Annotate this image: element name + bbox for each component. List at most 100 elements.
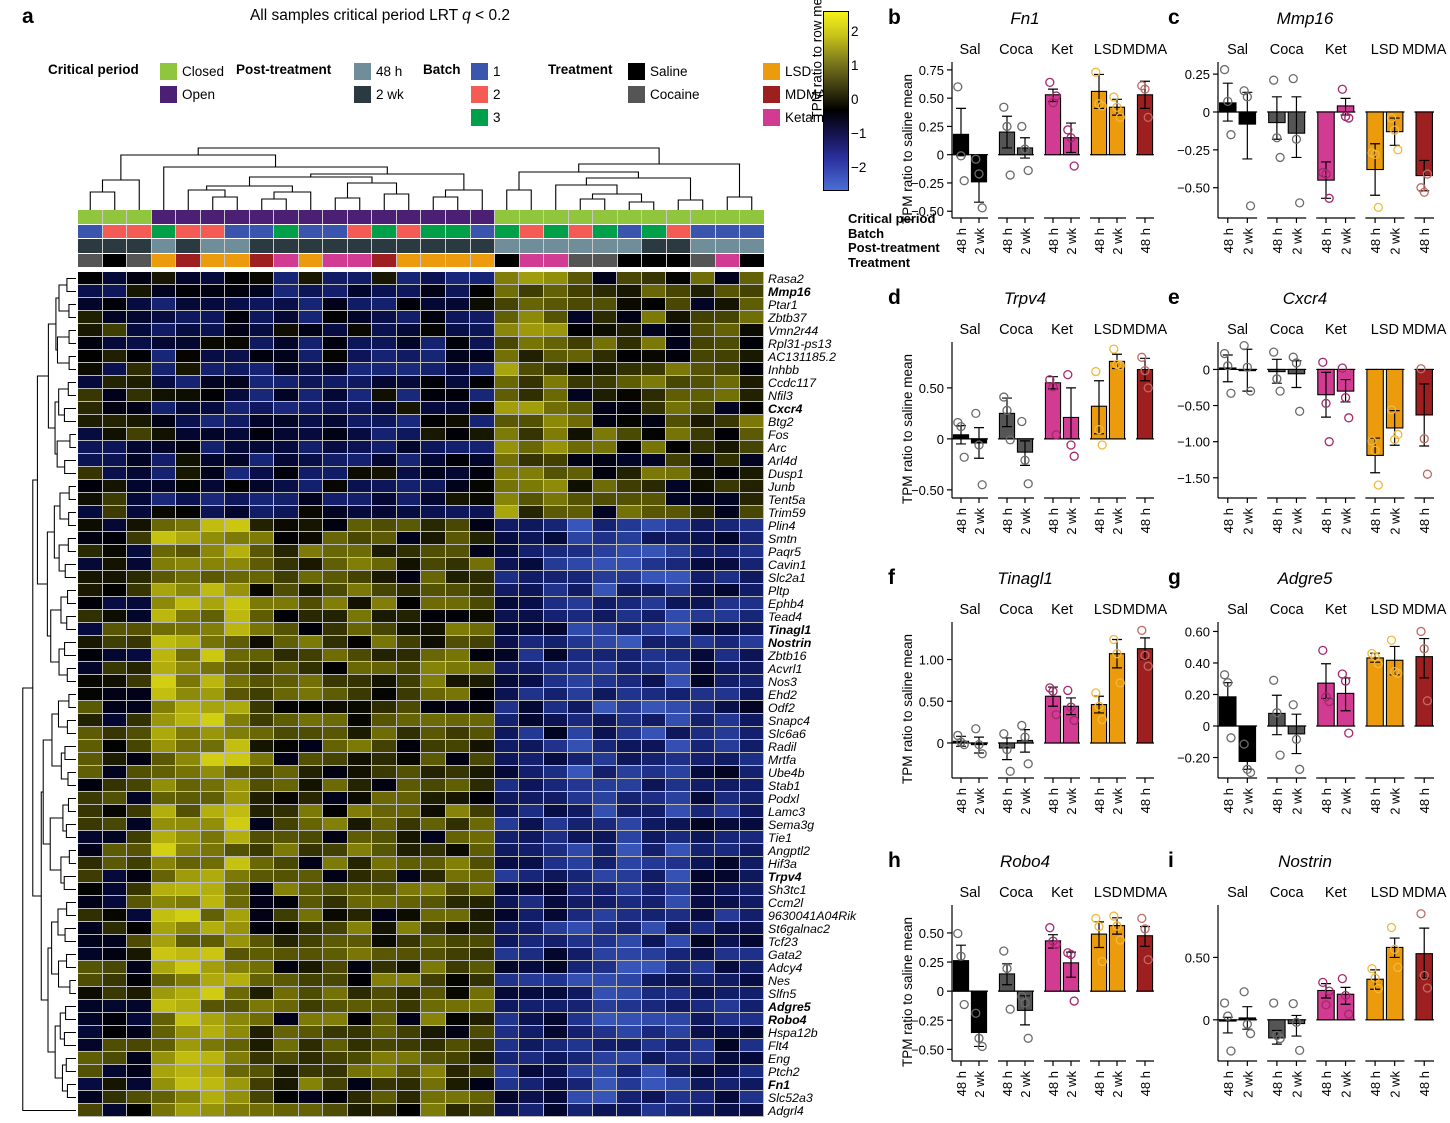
legend-item: 3 — [471, 106, 501, 129]
data-point — [1422, 469, 1433, 479]
colorbar-gradient — [823, 11, 849, 191]
heatmap-cell — [519, 610, 544, 623]
heatmap-cell — [690, 415, 715, 428]
data-point — [1066, 133, 1076, 143]
heatmap-cell — [347, 935, 372, 948]
data-point — [1344, 728, 1354, 738]
annotation-cell — [568, 210, 594, 224]
heatmap-cell — [470, 688, 495, 701]
heatmap-cell — [200, 675, 225, 688]
heatmap-cell — [249, 857, 274, 870]
heatmap-cell — [78, 753, 103, 766]
heatmap-cell — [568, 688, 593, 701]
data-point — [1045, 77, 1055, 87]
data-point — [1091, 67, 1101, 77]
heatmap-cell — [494, 1052, 519, 1065]
heatmap-cell — [641, 389, 666, 402]
heatmap-cell — [617, 1104, 642, 1117]
data-point — [1219, 998, 1230, 1008]
heatmap-cell — [592, 571, 617, 584]
heatmap-cell — [78, 1104, 103, 1117]
heatmap-cell — [690, 1065, 715, 1078]
heatmap-cell — [102, 818, 127, 831]
x-tick-label: 48 h — [954, 508, 969, 533]
heatmap-cell — [592, 883, 617, 896]
heatmap-cell — [151, 1052, 176, 1065]
heatmap-cell — [127, 896, 152, 909]
heatmap-cell — [568, 1013, 593, 1026]
heatmap-cell — [739, 584, 764, 597]
row-label-ehd2: Ehd2 — [768, 687, 797, 702]
heatmap-cell — [543, 1026, 568, 1039]
heatmap-cell — [298, 662, 323, 675]
heatmap-cell — [592, 818, 617, 831]
heatmap-cell — [127, 636, 152, 649]
heatmap-cell — [78, 519, 103, 532]
group-label-ket: Ket — [1051, 602, 1073, 618]
heatmap-cell — [519, 1078, 544, 1091]
row-label-st6galnac2: St6galnac2 — [768, 921, 831, 936]
heatmap-cell — [470, 779, 495, 792]
heatmap-cell — [641, 1104, 666, 1117]
heatmap-cell — [470, 909, 495, 922]
heatmap-cell — [347, 376, 372, 389]
heatmap-cell — [249, 285, 274, 298]
heatmap-cell — [617, 376, 642, 389]
heatmap-cell — [176, 1091, 201, 1104]
heatmap-cell — [176, 1000, 201, 1013]
error-bar — [974, 736, 984, 754]
heatmap-cell — [666, 857, 691, 870]
heatmap-cell — [715, 376, 740, 389]
annotation-cell — [593, 253, 618, 267]
heatmap-cell — [323, 532, 348, 545]
heatmap-cell — [617, 675, 642, 688]
heatmap-cell — [176, 337, 201, 350]
heatmap-cell — [151, 636, 176, 649]
heatmap-cell — [445, 1104, 470, 1117]
error-bar — [956, 944, 966, 972]
heatmap-cell — [323, 1078, 348, 1091]
heatmap-cell — [739, 558, 764, 571]
heatmap-cell — [347, 948, 372, 961]
x-tick-label: 48 h — [1046, 788, 1061, 813]
heatmap-cell — [494, 636, 519, 649]
heatmap-cell — [592, 909, 617, 922]
heatmap-cell — [592, 545, 617, 558]
data-point — [1419, 644, 1429, 654]
data-point — [1094, 701, 1104, 711]
group-label-mdma: MDMA — [1123, 322, 1168, 338]
heatmap-cell — [470, 1065, 495, 1078]
heatmap-cell — [225, 324, 250, 337]
heatmap-cell — [347, 467, 372, 480]
annotation-cell — [78, 224, 103, 238]
heatmap-cell — [617, 792, 642, 805]
annotation-row-batch — [78, 224, 764, 238]
heatmap-cell — [176, 805, 201, 818]
heatmap-cell — [421, 571, 446, 584]
heatmap-cell — [617, 428, 642, 441]
heatmap-cell — [568, 935, 593, 948]
data-point — [1275, 1033, 1285, 1044]
heatmap-cell — [739, 389, 764, 402]
heatmap-cell — [568, 337, 593, 350]
heatmap-cell — [323, 1039, 348, 1052]
heatmap-cell — [151, 662, 176, 675]
x-tick-label: 48 h — [1000, 508, 1015, 533]
data-point — [971, 408, 981, 419]
heatmap-cell — [176, 909, 201, 922]
heatmap-cell — [421, 909, 446, 922]
heatmap-cell — [274, 467, 299, 480]
heatmap-cell — [445, 974, 470, 987]
data-point — [1245, 1028, 1256, 1039]
heatmap-cell — [225, 493, 250, 506]
data-point — [959, 999, 969, 1010]
heatmap-cell — [666, 974, 691, 987]
heatmap-cell — [617, 766, 642, 779]
annotation-cell — [617, 224, 643, 238]
heatmap-cell — [641, 740, 666, 753]
heatmap-cell — [176, 402, 201, 415]
heatmap-cell — [445, 506, 470, 519]
data-point — [1002, 405, 1012, 415]
heatmap-cell — [298, 545, 323, 558]
heatmap-cell — [200, 545, 225, 558]
